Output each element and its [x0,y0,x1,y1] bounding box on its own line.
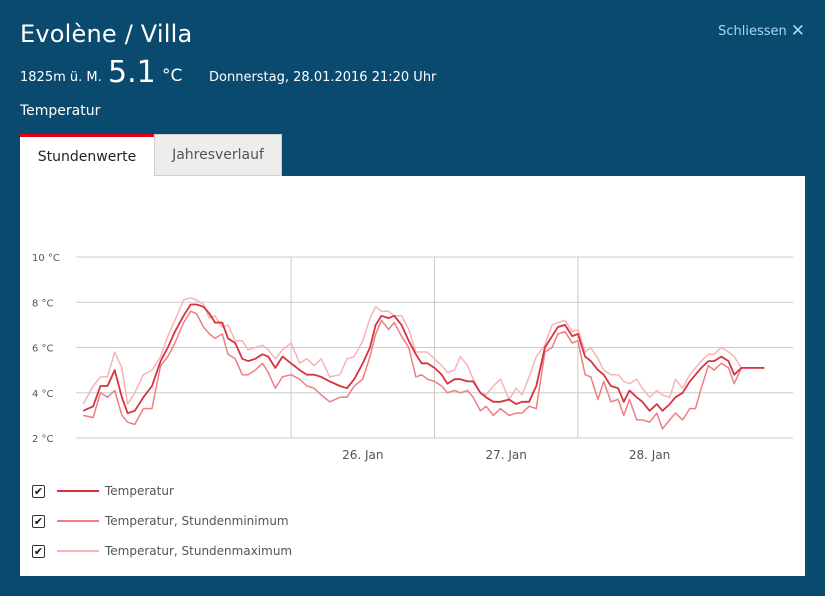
parameter-title: Temperatur [20,103,101,119]
close-icon[interactable]: ✕ [790,21,805,41]
x-tick-label: 27. Jan [485,448,526,462]
checkmark-icon: ✔ [33,514,44,528]
altitude-label: 1825m ü. M. [20,70,102,85]
legend-line-tmin [57,520,99,522]
measurement-datetime: Donnerstag, 28.01.2016 21:20 Uhr [209,70,437,85]
temperature-chart: 2 °C 4 °C 6 °C 8 °C 10 °C 26. Jan 27. Jan 28. J… [32,253,793,462]
chart-panel: 2 °C 4 °C 6 °C 8 °C 10 °C 26. Jan 27. Jan 28. J… [20,176,805,576]
close-label: Schliessen [718,24,787,39]
tab-jahresverlauf[interactable]: Jahresverlauf [154,134,282,176]
current-temperature: 5.1 [108,55,156,90]
x-tick-label: 28. Jan [629,448,670,462]
legend-line-tmax [57,550,99,552]
y-tick-label: 6 °C [32,344,54,355]
checkmark-icon: ✔ [33,484,44,498]
y-tick-label: 2 °C [32,434,54,445]
checkbox-temp[interactable]: ✔ [32,484,45,498]
station-title: Evolène / Villa [20,20,193,48]
series-line-tmin [83,310,765,430]
legend-label-tmax: Temperatur, Stundenmaximum [105,544,293,558]
legend-label-tmin: Temperatur, Stundenminimum [105,514,289,528]
checkbox-tmax[interactable]: ✔ [32,544,45,558]
legend-item-tmin[interactable]: ✔ Temperatur, Stundenminimum [32,514,289,528]
close-button[interactable]: Schliessen ✕ [718,23,805,40]
legend-item-tmax[interactable]: ✔ Temperatur, Stundenmaximum [32,544,292,558]
temperature-unit: °C [162,66,183,86]
legend-item-temp[interactable]: ✔ Temperatur [32,484,174,498]
checkmark-icon: ✔ [33,544,44,558]
y-tick-label: 10 °C [32,253,60,264]
x-tick-label: 26. Jan [342,448,383,462]
legend-label-temp: Temperatur [105,484,174,498]
y-tick-label: 4 °C [32,389,54,400]
checkbox-tmin[interactable]: ✔ [32,514,45,528]
y-tick-label: 8 °C [32,298,54,309]
legend-line-temp [57,490,99,492]
series-line-temp [82,303,765,415]
tab-stundenwerte[interactable]: Stundenwerte [20,134,154,176]
